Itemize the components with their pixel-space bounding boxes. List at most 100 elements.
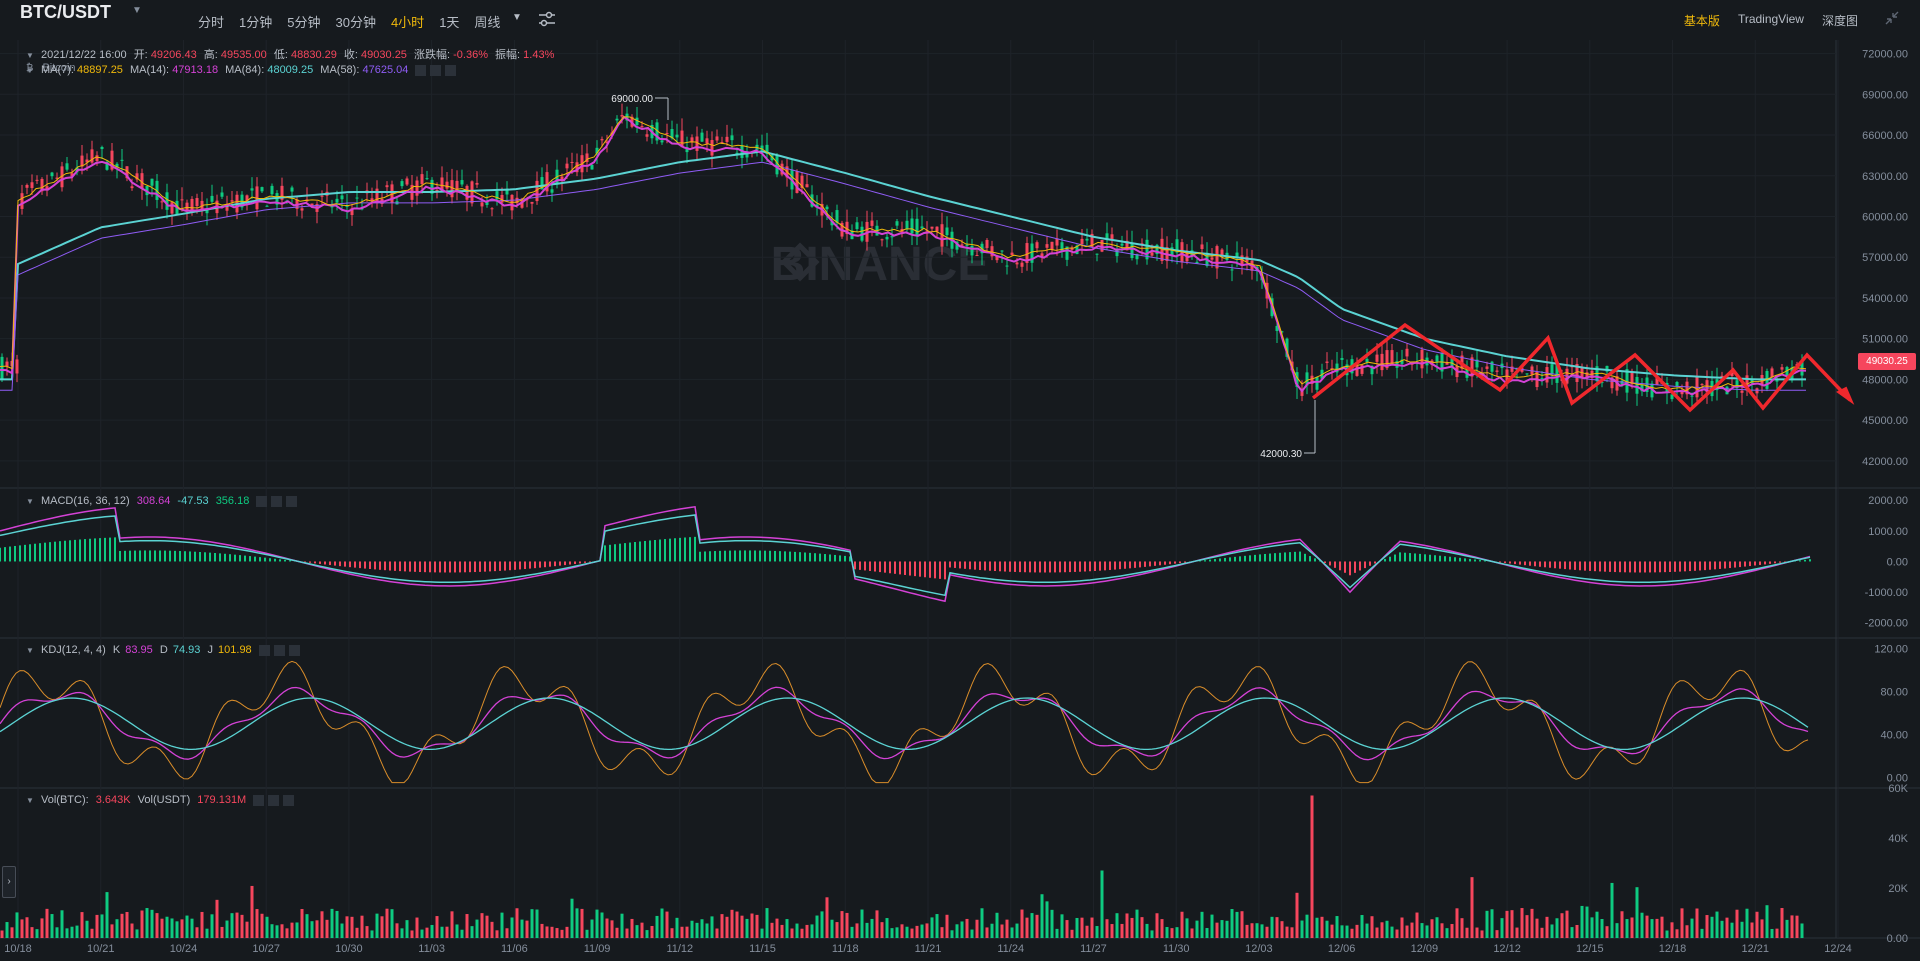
volume-bar xyxy=(1570,927,1574,938)
collapse-caret-icon[interactable]: ▼ xyxy=(26,646,34,655)
volume-bar xyxy=(500,912,504,938)
date-tick-label: 12/06 xyxy=(1328,943,1356,955)
macd-tick-label: 0.00 xyxy=(1887,556,1908,568)
candle-body xyxy=(1680,390,1684,395)
volume-bar xyxy=(1660,916,1664,938)
interval-tab-1[interactable]: 1分钟 xyxy=(239,15,273,30)
candle-body xyxy=(105,161,109,170)
eye-toggle-button[interactable] xyxy=(256,495,268,507)
volume-bar xyxy=(520,919,524,938)
candle-body xyxy=(1235,252,1239,257)
candle-body xyxy=(85,159,89,163)
interval-tab-4[interactable]: 4小时 xyxy=(390,15,425,30)
more-intervals-chevron-icon[interactable]: ▼ xyxy=(512,12,522,23)
volume-bar xyxy=(1165,927,1169,938)
candle-body xyxy=(1055,238,1059,246)
candle-body xyxy=(335,198,339,203)
volume-bar xyxy=(1430,919,1434,938)
chevron-down-icon[interactable]: ▼ xyxy=(132,5,142,16)
volume-bar xyxy=(1640,912,1644,938)
interval-tab-5[interactable]: 1天 xyxy=(439,15,460,30)
candle-body xyxy=(65,163,69,170)
candle-body xyxy=(590,164,594,170)
candle-body xyxy=(460,180,464,185)
candle-body xyxy=(935,226,939,232)
remove-button[interactable] xyxy=(445,64,457,76)
collapse-caret-icon[interactable]: ▼ xyxy=(26,66,34,75)
candle-body xyxy=(725,136,729,142)
volume-bar xyxy=(385,908,389,938)
candle-body xyxy=(1305,372,1309,386)
eye-toggle-button[interactable] xyxy=(253,794,265,806)
candle-body xyxy=(1445,362,1449,365)
volume-bar xyxy=(685,926,689,938)
settings-sliders-icon[interactable] xyxy=(538,11,556,30)
remove-button[interactable] xyxy=(288,644,300,656)
volume-bar xyxy=(1460,918,1464,938)
candle-body xyxy=(265,205,269,207)
candle-body xyxy=(260,187,264,192)
volume-bar xyxy=(590,919,594,938)
candle-body xyxy=(845,221,849,235)
interval-tab-6[interactable]: 周线 xyxy=(474,15,501,30)
date-tick-label: 12/03 xyxy=(1245,943,1273,955)
collapse-caret-icon[interactable]: ▼ xyxy=(26,497,34,506)
remove-button[interactable] xyxy=(286,495,298,507)
candle-body xyxy=(530,201,534,204)
price-tick-label: 63000.00 xyxy=(1862,171,1908,183)
volume-bar xyxy=(995,912,999,938)
eye-toggle-button[interactable] xyxy=(415,64,427,76)
collapse-caret-icon[interactable]: ▼ xyxy=(26,796,34,805)
candle-body xyxy=(1120,243,1124,246)
volume-bar xyxy=(650,925,654,938)
candle-body xyxy=(435,189,439,191)
settings-button[interactable] xyxy=(271,495,283,507)
candle-body xyxy=(1335,363,1339,373)
candle-body xyxy=(135,173,139,180)
remove-button[interactable] xyxy=(283,794,295,806)
volume-bar xyxy=(1780,908,1784,938)
volume-bar xyxy=(200,911,204,938)
eye-toggle-button[interactable] xyxy=(258,644,270,656)
macd-tick-label: 2000.00 xyxy=(1868,495,1908,507)
ma7-line xyxy=(0,116,1807,392)
collapse-icon[interactable] xyxy=(1884,10,1900,29)
volume-bar xyxy=(1560,913,1564,938)
amplitude-value: 1.43% xyxy=(523,49,555,61)
volume-bar xyxy=(770,922,774,938)
candle-body xyxy=(1175,239,1179,253)
change-value: -0.36% xyxy=(453,49,488,61)
kdj-tick-label: 80.00 xyxy=(1880,687,1908,699)
chart-mode-tab-2[interactable]: 深度图 xyxy=(1821,14,1858,28)
side-panel-toggle-chevron-icon[interactable]: › xyxy=(2,866,16,898)
candle-body xyxy=(1210,257,1214,260)
candle-body xyxy=(340,195,344,200)
date-tick-label: 12/21 xyxy=(1742,943,1770,955)
chart-mode-tab-1[interactable]: TradingView xyxy=(1737,12,1804,26)
chart-mode-tab-0[interactable]: 基本版 xyxy=(1683,14,1720,28)
candle-body xyxy=(1220,249,1224,256)
settings-button[interactable] xyxy=(430,64,442,76)
volume-bar xyxy=(795,923,799,938)
volume-bar xyxy=(1445,928,1449,938)
volume-bar xyxy=(155,913,159,938)
candle-body xyxy=(1470,357,1474,377)
interval-tab-3[interactable]: 30分钟 xyxy=(335,15,376,30)
pair-selector[interactable]: BTC/USDT xyxy=(20,2,111,22)
k-value: 83.95 xyxy=(125,644,153,656)
interval-tab-0[interactable]: 分时 xyxy=(198,15,225,30)
volume-bar xyxy=(830,919,834,938)
collapse-caret-icon[interactable]: ▼ xyxy=(26,51,34,60)
settings-button[interactable] xyxy=(273,644,285,656)
interval-tab-2[interactable]: 5分钟 xyxy=(287,15,321,30)
candle-body xyxy=(440,177,444,192)
volume-bar xyxy=(345,916,349,938)
volume-bar xyxy=(1690,918,1694,938)
volume-bar xyxy=(1190,928,1194,938)
volume-bar xyxy=(1465,927,1469,938)
candle-body xyxy=(1390,350,1394,364)
volume-bar xyxy=(1245,924,1249,938)
settings-button[interactable] xyxy=(268,794,280,806)
candle-body xyxy=(1115,249,1119,257)
